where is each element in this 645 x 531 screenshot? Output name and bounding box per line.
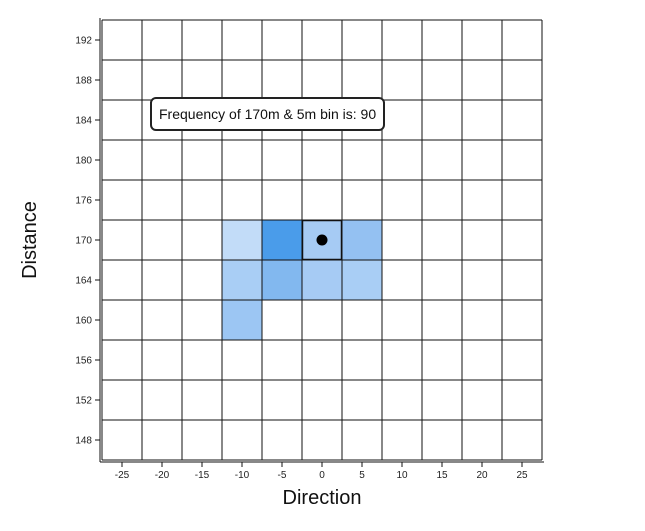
x-tick-label: -20 [155,470,170,481]
y-axis-title: Distance [19,201,41,279]
y-tick-label: 164 [75,276,92,287]
heatmap-cell-4[interactable] [222,260,262,300]
x-tick-label: 15 [436,470,448,481]
x-tick-label: 25 [516,470,528,481]
x-tick-label: -15 [195,470,210,481]
selection-marker-layer [301,219,343,261]
heatmap-cell-5[interactable] [262,260,302,300]
y-tick-label: 160 [75,316,92,327]
x-tick-label: -25 [115,470,130,481]
y-tick-label: 180 [75,156,92,167]
heatmap-cells [222,220,382,340]
y-tick-label: 176 [75,196,92,207]
heatmap-cell-1[interactable] [262,220,302,260]
x-tick-label: 10 [396,470,408,481]
x-tick-label: -5 [278,470,287,481]
x-tick-label: 0 [319,470,325,481]
x-tick-label: 5 [359,470,365,481]
heatmap-cell-8[interactable] [222,300,262,340]
y-tick-label: 184 [75,116,92,127]
y-tick-label: 152 [75,396,92,407]
highlighted-cell-outline [301,219,343,261]
y-tick-label: 170 [75,236,92,247]
x-axis-title: Direction [283,487,362,509]
grid-lines [101,19,543,461]
heatmap-cell-3[interactable] [342,220,382,260]
y-tick-label: 188 [75,76,92,87]
x-tick-label: -10 [235,470,250,481]
y-tick-label: 148 [75,436,92,447]
selection-marker[interactable] [316,234,328,246]
x-tick-label: 20 [476,470,488,481]
axes: 192 188 184 180 176 170 164 160 156 152 148 -25 -20 -… [75,18,544,481]
heatmap-cell-6[interactable] [302,260,342,300]
y-tick-label: 156 [75,356,92,367]
frequency-tooltip: Frequency of 170m & 5m bin is: 90 [150,97,386,131]
y-tick-label: 192 [75,36,92,47]
heatmap-cell-0[interactable] [222,220,262,260]
heatmap-cell-7[interactable] [342,260,382,300]
